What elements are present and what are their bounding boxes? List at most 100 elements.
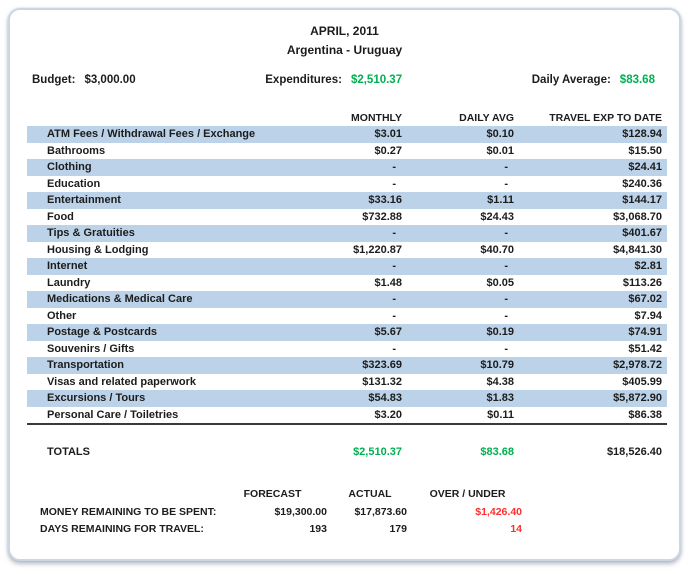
daily-avg-cell: - [504, 293, 508, 306]
daily-avg-cell: $0.11 [487, 408, 514, 421]
totals-label: TOTALS [47, 445, 90, 458]
daily-average-label: Daily Average: [531, 74, 611, 86]
days-remaining-forecast: 193 [309, 522, 327, 535]
trip-end-date: 25-Oct-2011 [410, 559, 525, 561]
category-cell: Internet [47, 260, 88, 273]
budget-value: $3,000.00 [84, 74, 136, 86]
actual-column-header: ACTUAL [348, 487, 392, 500]
table-row: Tips & Gratuities - - $401.67 [27, 225, 667, 242]
daily-avg-cell: - [504, 309, 508, 322]
monthly-cell: $33.16 [368, 194, 402, 207]
travel-exp-cell: $405.99 [622, 375, 662, 388]
daily-average-value: $83.68 [619, 74, 655, 86]
monthly-cell: $131.32 [362, 375, 402, 388]
table-row: Souvenirs / Gifts - - $51.42 [27, 341, 667, 358]
category-cell: Other [47, 309, 77, 322]
table-row: Excursions / Tours $54.83 $1.83 $5,872.9… [27, 390, 667, 407]
report-month-title: APRIL, 2011 [310, 24, 379, 38]
category-cell: Clothing [47, 161, 92, 174]
daily-avg-column-header: DAILY AVG [459, 111, 514, 124]
daily-average-summary: Daily Average: $83.68 [532, 74, 655, 86]
forecast-header-row: FORECAST ACTUAL OVER / UNDER [40, 486, 525, 501]
daily-avg-cell: $1.11 [487, 194, 514, 207]
money-remaining-over-under: $1,426.40 [475, 505, 522, 518]
category-cell: Transportation [47, 359, 125, 372]
travel-exp-column-header: TRAVEL EXP TO DATE [549, 111, 662, 124]
category-cell: ATM Fees / Withdrawal Fees / Exchange [47, 128, 256, 141]
expense-table-header: MONTHLY DAILY AVG TRAVEL EXP TO DATE [27, 110, 667, 125]
money-remaining-forecast: $19,300.00 [274, 505, 327, 518]
days-remaining-actual: 179 [389, 522, 407, 535]
days-remaining-row: DAYS REMAINING FOR TRAVEL: 193 179 14 [40, 520, 525, 537]
travel-exp-cell: $24.41 [628, 161, 662, 174]
trip-end-label: ESTIMATED END OF TRIP DATE: [40, 559, 410, 561]
table-row: Other - - $7.94 [27, 308, 667, 325]
category-cell: Bathrooms [47, 144, 106, 157]
table-row: Visas and related paperwork $131.32 $4.3… [27, 374, 667, 391]
table-row: Laundry $1.48 $0.05 $113.26 [27, 275, 667, 292]
over-under-column-header: OVER / UNDER [429, 487, 506, 500]
daily-avg-cell: - [504, 227, 508, 240]
expenditures-summary: Expenditures: $2,510.37 [265, 74, 402, 86]
expense-table-rows: ATM Fees / Withdrawal Fees / Exchange $3… [27, 126, 667, 425]
monthly-cell: - [392, 342, 396, 355]
daily-avg-cell: $0.01 [486, 144, 514, 157]
money-remaining-row: MONEY REMAINING TO BE SPENT: $19,300.00 … [40, 503, 525, 520]
expense-table: MONTHLY DAILY AVG TRAVEL EXP TO DATE ATM… [27, 110, 667, 425]
expenditures-value: $2,510.37 [350, 74, 403, 86]
travel-exp-cell: $113.26 [622, 276, 662, 289]
table-row: Internet - - $2.81 [27, 258, 667, 275]
monthly-cell: $732.88 [362, 210, 402, 223]
totals-daily-avg-value: $83.68 [480, 445, 514, 458]
daily-avg-cell: $40.70 [480, 243, 514, 256]
category-cell: Entertainment [47, 194, 121, 207]
days-remaining-label: DAYS REMAINING FOR TRAVEL: [40, 522, 204, 535]
daily-avg-cell: $4.38 [486, 375, 514, 388]
table-row: Entertainment $33.16 $1.11 $144.17 [27, 192, 667, 209]
travel-exp-cell: $144.17 [622, 194, 662, 207]
category-cell: Tips & Gratuities [47, 227, 135, 240]
monthly-cell: $1.48 [374, 276, 402, 289]
expenditures-label: Expenditures: [265, 74, 342, 86]
category-cell: Postage & Postcards [47, 326, 158, 339]
days-remaining-over-under: 14 [510, 522, 522, 535]
travel-exp-cell: $51.42 [628, 342, 662, 355]
travel-exp-cell: $2,978.72 [613, 359, 662, 372]
daily-avg-cell: $0.19 [486, 326, 514, 339]
money-remaining-actual: $17,873.60 [354, 505, 407, 518]
travel-exp-cell: $5,872.90 [613, 392, 662, 405]
category-cell: Souvenirs / Gifts [47, 342, 135, 355]
daily-avg-cell: - [504, 177, 508, 190]
monthly-cell: $3.01 [374, 128, 402, 141]
travel-exp-cell: $401.67 [622, 227, 662, 240]
forecast-section: FORECAST ACTUAL OVER / UNDER MONEY REMAI… [40, 486, 525, 537]
daily-avg-cell: $24.43 [480, 210, 514, 223]
travel-exp-cell: $67.02 [628, 293, 662, 306]
report-destination-title: Argentina - Uruguay [286, 43, 403, 57]
report-header: APRIL, 2011 Argentina - Uruguay [10, 10, 679, 60]
daily-avg-cell: - [504, 260, 508, 273]
budget-label: Budget: [32, 74, 76, 86]
travel-exp-cell: $2.81 [634, 260, 662, 273]
monthly-cell: $3.20 [374, 408, 402, 421]
monthly-cell: $0.27 [374, 144, 402, 157]
budget-summary: Budget: $3,000.00 [32, 74, 136, 86]
table-row: Postage & Postcards $5.67 $0.19 $74.91 [27, 324, 667, 341]
table-row: Housing & Lodging $1,220.87 $40.70 $4,84… [27, 242, 667, 259]
monthly-cell: $5.67 [374, 326, 402, 339]
daily-avg-cell: - [504, 161, 508, 174]
totals-monthly-value: $2,510.37 [353, 445, 402, 458]
travel-exp-cell: $15.50 [628, 144, 662, 157]
table-row: Medications & Medical Care - - $67.02 [27, 291, 667, 308]
monthly-column-header: MONTHLY [351, 111, 402, 124]
monthly-cell: - [392, 260, 396, 273]
table-row: Personal Care / Toiletries $3.20 $0.11 $… [27, 407, 667, 424]
travel-exp-cell: $7.94 [634, 309, 662, 322]
monthly-cell: $1,220.87 [353, 243, 402, 256]
monthly-cell: - [392, 177, 396, 190]
monthly-cell: - [392, 309, 396, 322]
travel-exp-cell: $128.94 [622, 128, 662, 141]
table-row: ATM Fees / Withdrawal Fees / Exchange $3… [27, 126, 667, 143]
category-cell: Excursions / Tours [47, 392, 146, 405]
category-cell: Housing & Lodging [47, 243, 149, 256]
